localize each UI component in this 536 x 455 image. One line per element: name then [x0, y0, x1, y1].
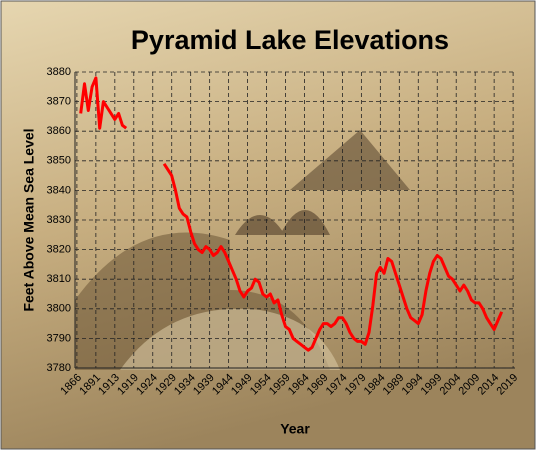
y-tick-label: 3780 [47, 362, 71, 374]
y-tick-label: 3830 [47, 214, 71, 226]
y-tick-label: 3860 [47, 125, 71, 137]
x-axis-label: Year [280, 421, 310, 437]
y-tick-label: 3880 [47, 66, 71, 78]
y-tick-label: 3810 [47, 273, 71, 285]
y-tick-label: 3820 [47, 244, 71, 256]
chart: Pyramid Lake Elevations Feet Above Mean … [0, 0, 536, 450]
y-tick-label: 3840 [47, 184, 71, 196]
chart-title: Pyramid Lake Elevations [131, 25, 449, 55]
page: Pyramid Lake Elevations Feet Above Mean … [0, 0, 536, 455]
y-tick-label: 3800 [47, 303, 71, 315]
y-tick-label: 3870 [47, 96, 71, 108]
y-tick-label: 3790 [47, 332, 71, 344]
y-tick-label: 3850 [47, 155, 71, 167]
y-axis-label: Feet Above Mean Sea Level [21, 128, 37, 311]
